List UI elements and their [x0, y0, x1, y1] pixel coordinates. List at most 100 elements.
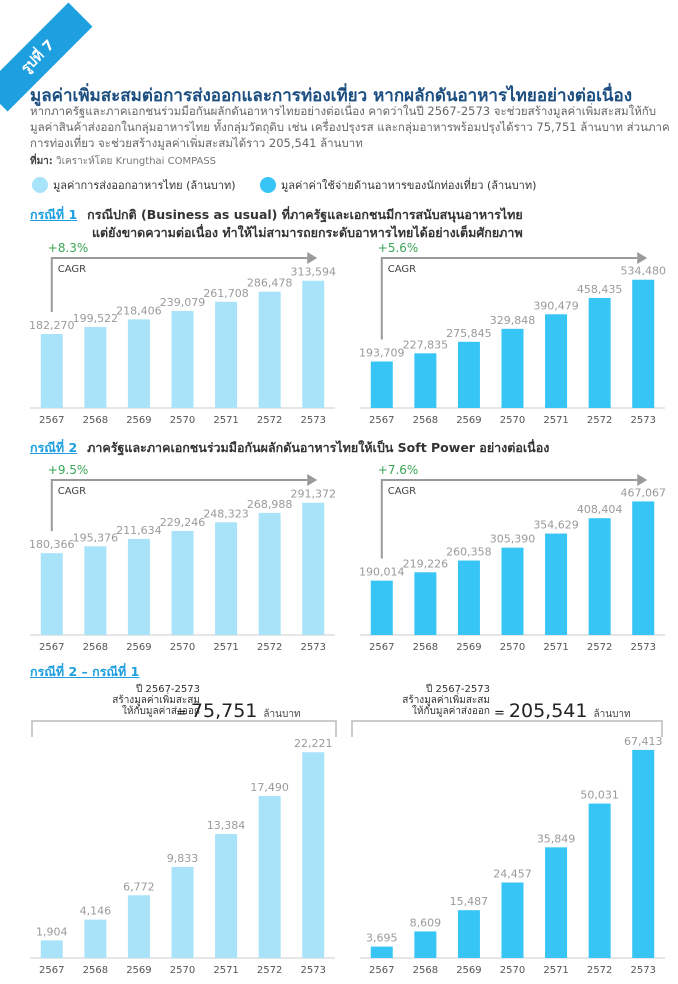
x-tick-2568: 2568	[83, 965, 108, 976]
bar-2572	[258, 796, 281, 958]
data-label-2571: 13,384	[207, 819, 246, 832]
source-text: วิเคราะห์โดย Krungthai COMPASS	[56, 156, 217, 167]
case1-line1: กรณีปกติ (Business as usual) ที่ภาครัฐแล…	[87, 207, 523, 222]
bar-2573	[632, 501, 655, 635]
x-tick-2573: 2573	[630, 642, 655, 653]
legend-export-label: มูลค่าการส่งออกอาหารไทย (ล้านบาท)	[53, 179, 236, 192]
bar-2570	[171, 310, 194, 408]
data-label-2570: 229,246	[160, 516, 206, 529]
x-tick-2568: 2568	[413, 642, 438, 653]
cagr-value: +7.6%	[378, 463, 419, 477]
bar-2568	[414, 931, 437, 958]
data-label-2568: 195,376	[73, 531, 119, 544]
chart-case1-tourism: 193,709 2567 227,835 2568 275,845 2569 329,848…	[359, 241, 666, 426]
data-label-2571: 354,629	[533, 519, 579, 532]
data-label-2570: 9,833	[167, 852, 199, 865]
cagr-arrow-head	[637, 252, 648, 264]
x-tick-2572: 2572	[587, 642, 612, 653]
x-tick-2571: 2571	[543, 965, 568, 976]
summary-tourism-label3: ให้กับมูลค่าส่งออก	[412, 706, 490, 717]
bar-2573	[632, 749, 655, 958]
summary-tourism-label1: ปี 2567-2573	[425, 684, 490, 695]
data-label-2569: 218,406	[116, 304, 162, 317]
x-tick-2571: 2571	[543, 415, 568, 426]
summary-export-label2: สร้างมูลค่าเพิ่มสะสม	[112, 695, 200, 706]
x-tick-2567: 2567	[39, 642, 64, 653]
x-tick-2569: 2569	[126, 965, 151, 976]
data-label-2568: 4,146	[80, 905, 112, 918]
data-label-2568: 8,609	[410, 916, 442, 929]
cagr-arrow	[50, 474, 318, 532]
data-label-2567: 182,270	[29, 319, 75, 332]
page-title: มูลค่าเพิ่มสะสมต่อการส่งออกและการท่องเที…	[30, 86, 633, 106]
data-label-2568: 227,835	[403, 338, 449, 351]
x-tick-2572: 2572	[587, 415, 612, 426]
data-label-2569: 275,845	[446, 327, 492, 340]
bar-2570	[501, 328, 524, 408]
x-tick-2570: 2570	[500, 642, 525, 653]
legend-tourism: มูลค่าค่าใช้จ่ายด้านอาหารของนักท่องเที่ย…	[260, 176, 536, 194]
case1-header: กรณีที่ 1 กรณีปกติ (Business as usual) ท…	[30, 205, 523, 225]
x-tick-2571: 2571	[213, 965, 238, 976]
summary-export-label3: ให้กับมูลค่าส่งออก	[122, 706, 200, 717]
cagr-label: CAGR	[58, 264, 86, 275]
cagr-arrow	[50, 252, 318, 313]
case3-header: กรณีที่ 2 – กรณีที่ 1	[30, 662, 145, 682]
bracket-tourism	[351, 720, 663, 737]
bar-2570	[171, 530, 194, 635]
x-tick-2567: 2567	[369, 642, 394, 653]
x-tick-2569: 2569	[456, 415, 481, 426]
chart-diff-export: 1,904 2567 4,146 2568 6,772 2569 9,833 2570 13,3…	[30, 737, 335, 976]
data-label-2573: 67,413	[624, 735, 663, 748]
bar-2569	[127, 895, 150, 958]
x-tick-2568: 2568	[83, 642, 108, 653]
legend-export: มูลค่าการส่งออกอาหารไทย (ล้านบาท)	[32, 176, 236, 194]
legend-tourism-swatch	[260, 177, 276, 193]
bar-2572	[258, 512, 281, 635]
chart-diff-tourism: 3,695 2567 8,609 2568 15,487 2569 24,457 2570 35…	[360, 735, 665, 976]
cagr-arrow-head	[307, 474, 318, 486]
data-label-2571: 390,479	[533, 299, 579, 312]
data-label-2573: 313,594	[290, 266, 336, 279]
data-label-2572: 458,435	[577, 283, 623, 296]
bar-2572	[588, 297, 611, 408]
case1-tag: กรณีที่ 1	[30, 207, 78, 222]
cagr-arrow-line	[50, 257, 308, 313]
data-label-2567: 1,904	[36, 925, 68, 938]
data-label-2570: 329,848	[490, 314, 536, 327]
legend-export-swatch	[32, 177, 48, 193]
data-label-2572: 17,490	[250, 781, 289, 794]
case3-tag: กรณีที่ 2 – กรณีที่ 1	[30, 664, 140, 679]
data-label-2572: 408,404	[577, 503, 623, 516]
bar-2570	[501, 547, 524, 635]
source-note: ที่มา: วิเคราะห์โดย Krungthai COMPASS	[30, 154, 216, 169]
data-label-2571: 35,849	[537, 832, 576, 845]
x-tick-2568: 2568	[413, 965, 438, 976]
x-tick-2571: 2571	[543, 642, 568, 653]
bar-2573	[302, 502, 325, 635]
x-tick-2573: 2573	[300, 415, 325, 426]
data-label-2568: 199,522	[73, 312, 119, 325]
data-label-2573: 291,372	[290, 488, 336, 501]
bar-2572	[258, 291, 281, 408]
data-label-2569: 6,772	[123, 880, 155, 893]
bar-2573	[302, 280, 325, 408]
bar-2568	[414, 353, 437, 408]
data-label-2569: 15,487	[450, 895, 489, 908]
x-tick-2570: 2570	[170, 415, 195, 426]
cagr-arrow	[380, 252, 648, 340]
case1-line2: แต่ยังขาดความต่อเนื่อง ทำให้ไม่สามารถยกร…	[92, 225, 523, 240]
summary-export-label: ปี 2567-2573 สร้างมูลค่าเพิ่มสะสม ให้กับ…	[60, 684, 200, 717]
cagr-arrow-head	[637, 474, 648, 486]
bar-2571	[215, 834, 238, 958]
cagr-arrow-line	[380, 257, 638, 340]
data-label-2572: 50,031	[580, 789, 619, 802]
case2-tag: กรณีที่ 2	[30, 440, 78, 455]
data-label-2573: 22,221	[294, 737, 333, 750]
x-tick-2569: 2569	[126, 415, 151, 426]
bar-2571	[545, 533, 568, 635]
bar-2572	[588, 518, 611, 635]
x-tick-2572: 2572	[257, 415, 282, 426]
x-tick-2569: 2569	[126, 642, 151, 653]
data-label-2569: 211,634	[116, 524, 162, 537]
